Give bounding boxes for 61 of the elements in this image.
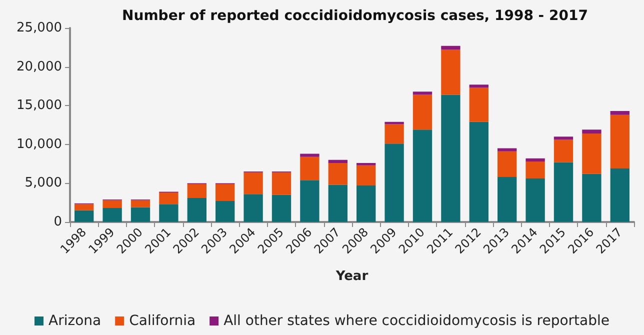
- legend-label: Arizona: [48, 313, 102, 329]
- bar: [356, 186, 376, 222]
- y-tick-label: 10,000: [16, 136, 62, 152]
- bar: [74, 210, 94, 222]
- chart-title: Number of reported coccidioidomycosis cases, 1998 - 2017: [122, 8, 588, 24]
- y-tick-label: 25,000: [16, 20, 62, 36]
- bar: [356, 165, 376, 186]
- bar: [554, 140, 574, 162]
- bar: [582, 134, 602, 174]
- bar: [582, 130, 602, 134]
- bar: [216, 201, 235, 222]
- bar: [498, 176, 517, 222]
- bar: [384, 144, 404, 222]
- bar: [216, 184, 235, 202]
- bar: [130, 200, 150, 208]
- bar: [582, 174, 602, 222]
- bar: [610, 114, 630, 168]
- bar: [74, 204, 94, 210]
- bar: [412, 130, 432, 222]
- bar: [300, 156, 320, 180]
- bar: [244, 172, 263, 194]
- bar: [526, 178, 545, 222]
- bar: [526, 161, 545, 179]
- bar: [469, 84, 488, 88]
- bar: [441, 94, 460, 222]
- legend-label: All other states where coccidioidomycosis is reportable: [224, 313, 610, 329]
- y-tick-label: 15,000: [16, 98, 62, 114]
- bar: [159, 204, 178, 222]
- y-tick-label: 5,000: [24, 176, 62, 191]
- bar: [498, 151, 517, 177]
- bar: [102, 208, 122, 222]
- bar: [272, 172, 292, 195]
- bar: [328, 163, 348, 185]
- bar: [441, 46, 460, 50]
- x-axis-title: Year: [334, 269, 369, 284]
- y-tick-label: 20,000: [16, 59, 62, 74]
- bar: [610, 111, 630, 115]
- y-tick-label: 0: [54, 214, 62, 230]
- bar: [384, 124, 404, 144]
- bar: [469, 88, 488, 122]
- bar: [610, 168, 630, 222]
- bar: [300, 180, 320, 222]
- bar: [328, 160, 348, 164]
- bar: [187, 184, 206, 198]
- bar: [159, 192, 178, 204]
- bar: [412, 94, 432, 130]
- bar: [328, 184, 348, 222]
- bar: [102, 200, 122, 208]
- bar: [130, 207, 150, 222]
- bar: [412, 92, 432, 95]
- legend-label: California: [129, 313, 196, 329]
- bar: [498, 148, 517, 152]
- bar: [526, 158, 545, 162]
- bar: [441, 50, 460, 95]
- bar: [554, 162, 574, 222]
- bar: [469, 122, 488, 222]
- bar: [554, 136, 574, 140]
- bar: [300, 154, 320, 157]
- bar: [187, 198, 206, 222]
- bar: [272, 194, 292, 222]
- bar: [244, 194, 263, 222]
